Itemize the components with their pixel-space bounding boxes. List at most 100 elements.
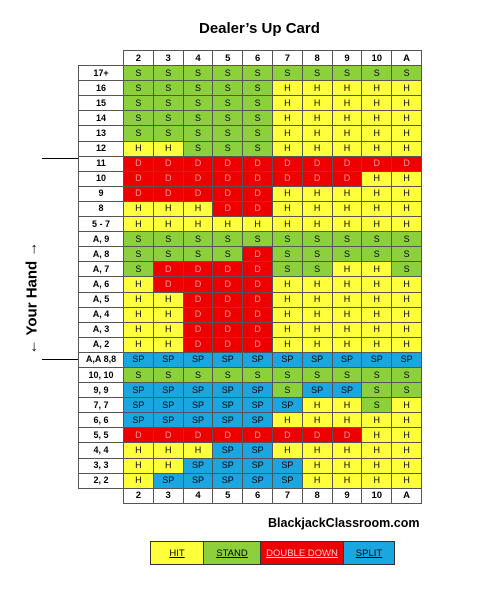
legend-double-down: DOUBLE DOWN bbox=[260, 541, 344, 565]
action-cell: SP bbox=[331, 351, 363, 368]
action-cell: S bbox=[152, 231, 184, 248]
action-cell: S bbox=[123, 125, 154, 142]
action-cell: SP bbox=[182, 351, 214, 368]
action-cell: S bbox=[361, 231, 393, 248]
action-cell: S bbox=[123, 261, 154, 278]
hand-label: 12 bbox=[78, 140, 124, 157]
action-cell: D bbox=[123, 170, 154, 187]
action-cell: S bbox=[242, 231, 273, 248]
hand-row: 12 H H S S S H H H H H bbox=[78, 140, 422, 157]
action-cell: D bbox=[212, 276, 244, 293]
action-cell: H bbox=[361, 457, 393, 474]
action-cell: H bbox=[361, 95, 393, 112]
hand-label: 6, 6 bbox=[78, 412, 124, 429]
legend-label: SPLIT bbox=[355, 547, 383, 559]
action-cell: H bbox=[123, 200, 154, 218]
action-cell: H bbox=[301, 336, 333, 353]
dealer-card-3: 3 bbox=[152, 49, 184, 67]
hand-label: 5 - 7 bbox=[78, 216, 124, 233]
action-cell: D bbox=[212, 321, 244, 338]
action-cell: D bbox=[212, 291, 244, 308]
action-cell: D bbox=[391, 155, 422, 172]
action-cell: S bbox=[212, 231, 244, 248]
action-cell: D bbox=[123, 155, 154, 172]
action-cell: H bbox=[391, 95, 422, 112]
dealer-card-6: 6 bbox=[242, 487, 273, 504]
action-cell: H bbox=[242, 216, 273, 233]
action-cell: S bbox=[391, 246, 422, 263]
action-cell: H bbox=[123, 442, 154, 459]
action-cell: H bbox=[391, 427, 422, 444]
corner-cell bbox=[79, 51, 124, 66]
hand-row: 16 S S S S S H H H H H bbox=[78, 80, 422, 97]
action-cell: H bbox=[361, 125, 393, 142]
action-cell: H bbox=[361, 427, 393, 444]
action-cell: H bbox=[301, 306, 333, 323]
hand-label: 9 bbox=[78, 185, 124, 202]
action-cell: D bbox=[271, 155, 303, 172]
action-cell: H bbox=[182, 442, 214, 459]
action-cell: S bbox=[391, 366, 422, 384]
action-cell: S bbox=[242, 110, 273, 127]
action-cell: D bbox=[182, 321, 214, 338]
hand-label: 9, 9 bbox=[78, 382, 124, 399]
action-cell: SP bbox=[242, 397, 273, 414]
hand-row: 17+ S S S S S S S S S S bbox=[78, 65, 422, 82]
action-cell: H bbox=[271, 276, 303, 293]
action-cell: H bbox=[361, 472, 393, 489]
action-cell: S bbox=[301, 231, 333, 248]
action-cell: D bbox=[212, 427, 244, 444]
action-cell: H bbox=[271, 200, 303, 218]
action-cell: H bbox=[391, 442, 422, 459]
action-cell: D bbox=[242, 291, 273, 308]
action-cell: SP bbox=[271, 351, 303, 368]
action-cell: S bbox=[152, 246, 184, 263]
action-cell: SP bbox=[242, 351, 273, 368]
action-cell: SP bbox=[212, 412, 244, 429]
action-cell: H bbox=[391, 185, 422, 202]
action-cell: SP bbox=[242, 442, 273, 459]
action-cell: S bbox=[123, 366, 154, 384]
action-cell: D bbox=[242, 185, 273, 202]
action-cell: S bbox=[152, 65, 184, 82]
action-cell: S bbox=[242, 80, 273, 97]
action-cell: H bbox=[301, 291, 333, 308]
action-cell: S bbox=[271, 366, 303, 384]
action-cell: SP bbox=[391, 351, 422, 368]
hand-label: 11 bbox=[78, 155, 124, 172]
dealer-card-10: 10 bbox=[361, 49, 393, 67]
action-cell: D bbox=[182, 427, 214, 444]
action-cell: H bbox=[331, 291, 363, 308]
action-cell: SP bbox=[182, 382, 214, 399]
legend: HIT STAND DOUBLE DOWN SPLIT bbox=[150, 541, 395, 565]
action-cell: H bbox=[152, 140, 184, 157]
action-cell: H bbox=[331, 140, 363, 157]
action-cell: H bbox=[331, 306, 363, 323]
action-cell: H bbox=[391, 216, 422, 233]
action-cell: H bbox=[331, 321, 363, 338]
action-cell: S bbox=[361, 397, 393, 414]
hand-label: A, 7 bbox=[78, 261, 124, 278]
hand-row: A,A 8,8 SP SP SP SP SP SP SP SP SP SP bbox=[78, 351, 422, 368]
action-cell: H bbox=[331, 472, 363, 489]
action-cell: H bbox=[391, 125, 422, 142]
dealer-card-A: A bbox=[391, 49, 422, 67]
action-cell: H bbox=[331, 216, 363, 233]
action-cell: SP bbox=[152, 351, 184, 368]
action-cell: SP bbox=[242, 472, 273, 489]
action-cell: SP bbox=[182, 397, 214, 414]
action-cell: D bbox=[212, 170, 244, 187]
action-cell: H bbox=[123, 276, 154, 293]
action-cell: H bbox=[301, 185, 333, 202]
action-cell: H bbox=[361, 216, 393, 233]
dealer-card-4: 4 bbox=[182, 487, 214, 504]
action-cell: S bbox=[123, 65, 154, 82]
action-cell: SP bbox=[242, 457, 273, 474]
action-cell: D bbox=[242, 306, 273, 323]
action-cell: SP bbox=[182, 457, 214, 474]
action-cell: H bbox=[391, 321, 422, 338]
hand-label: A, 9 bbox=[78, 231, 124, 248]
action-cell: S bbox=[242, 125, 273, 142]
action-cell: H bbox=[391, 276, 422, 293]
action-cell: D bbox=[242, 427, 273, 444]
